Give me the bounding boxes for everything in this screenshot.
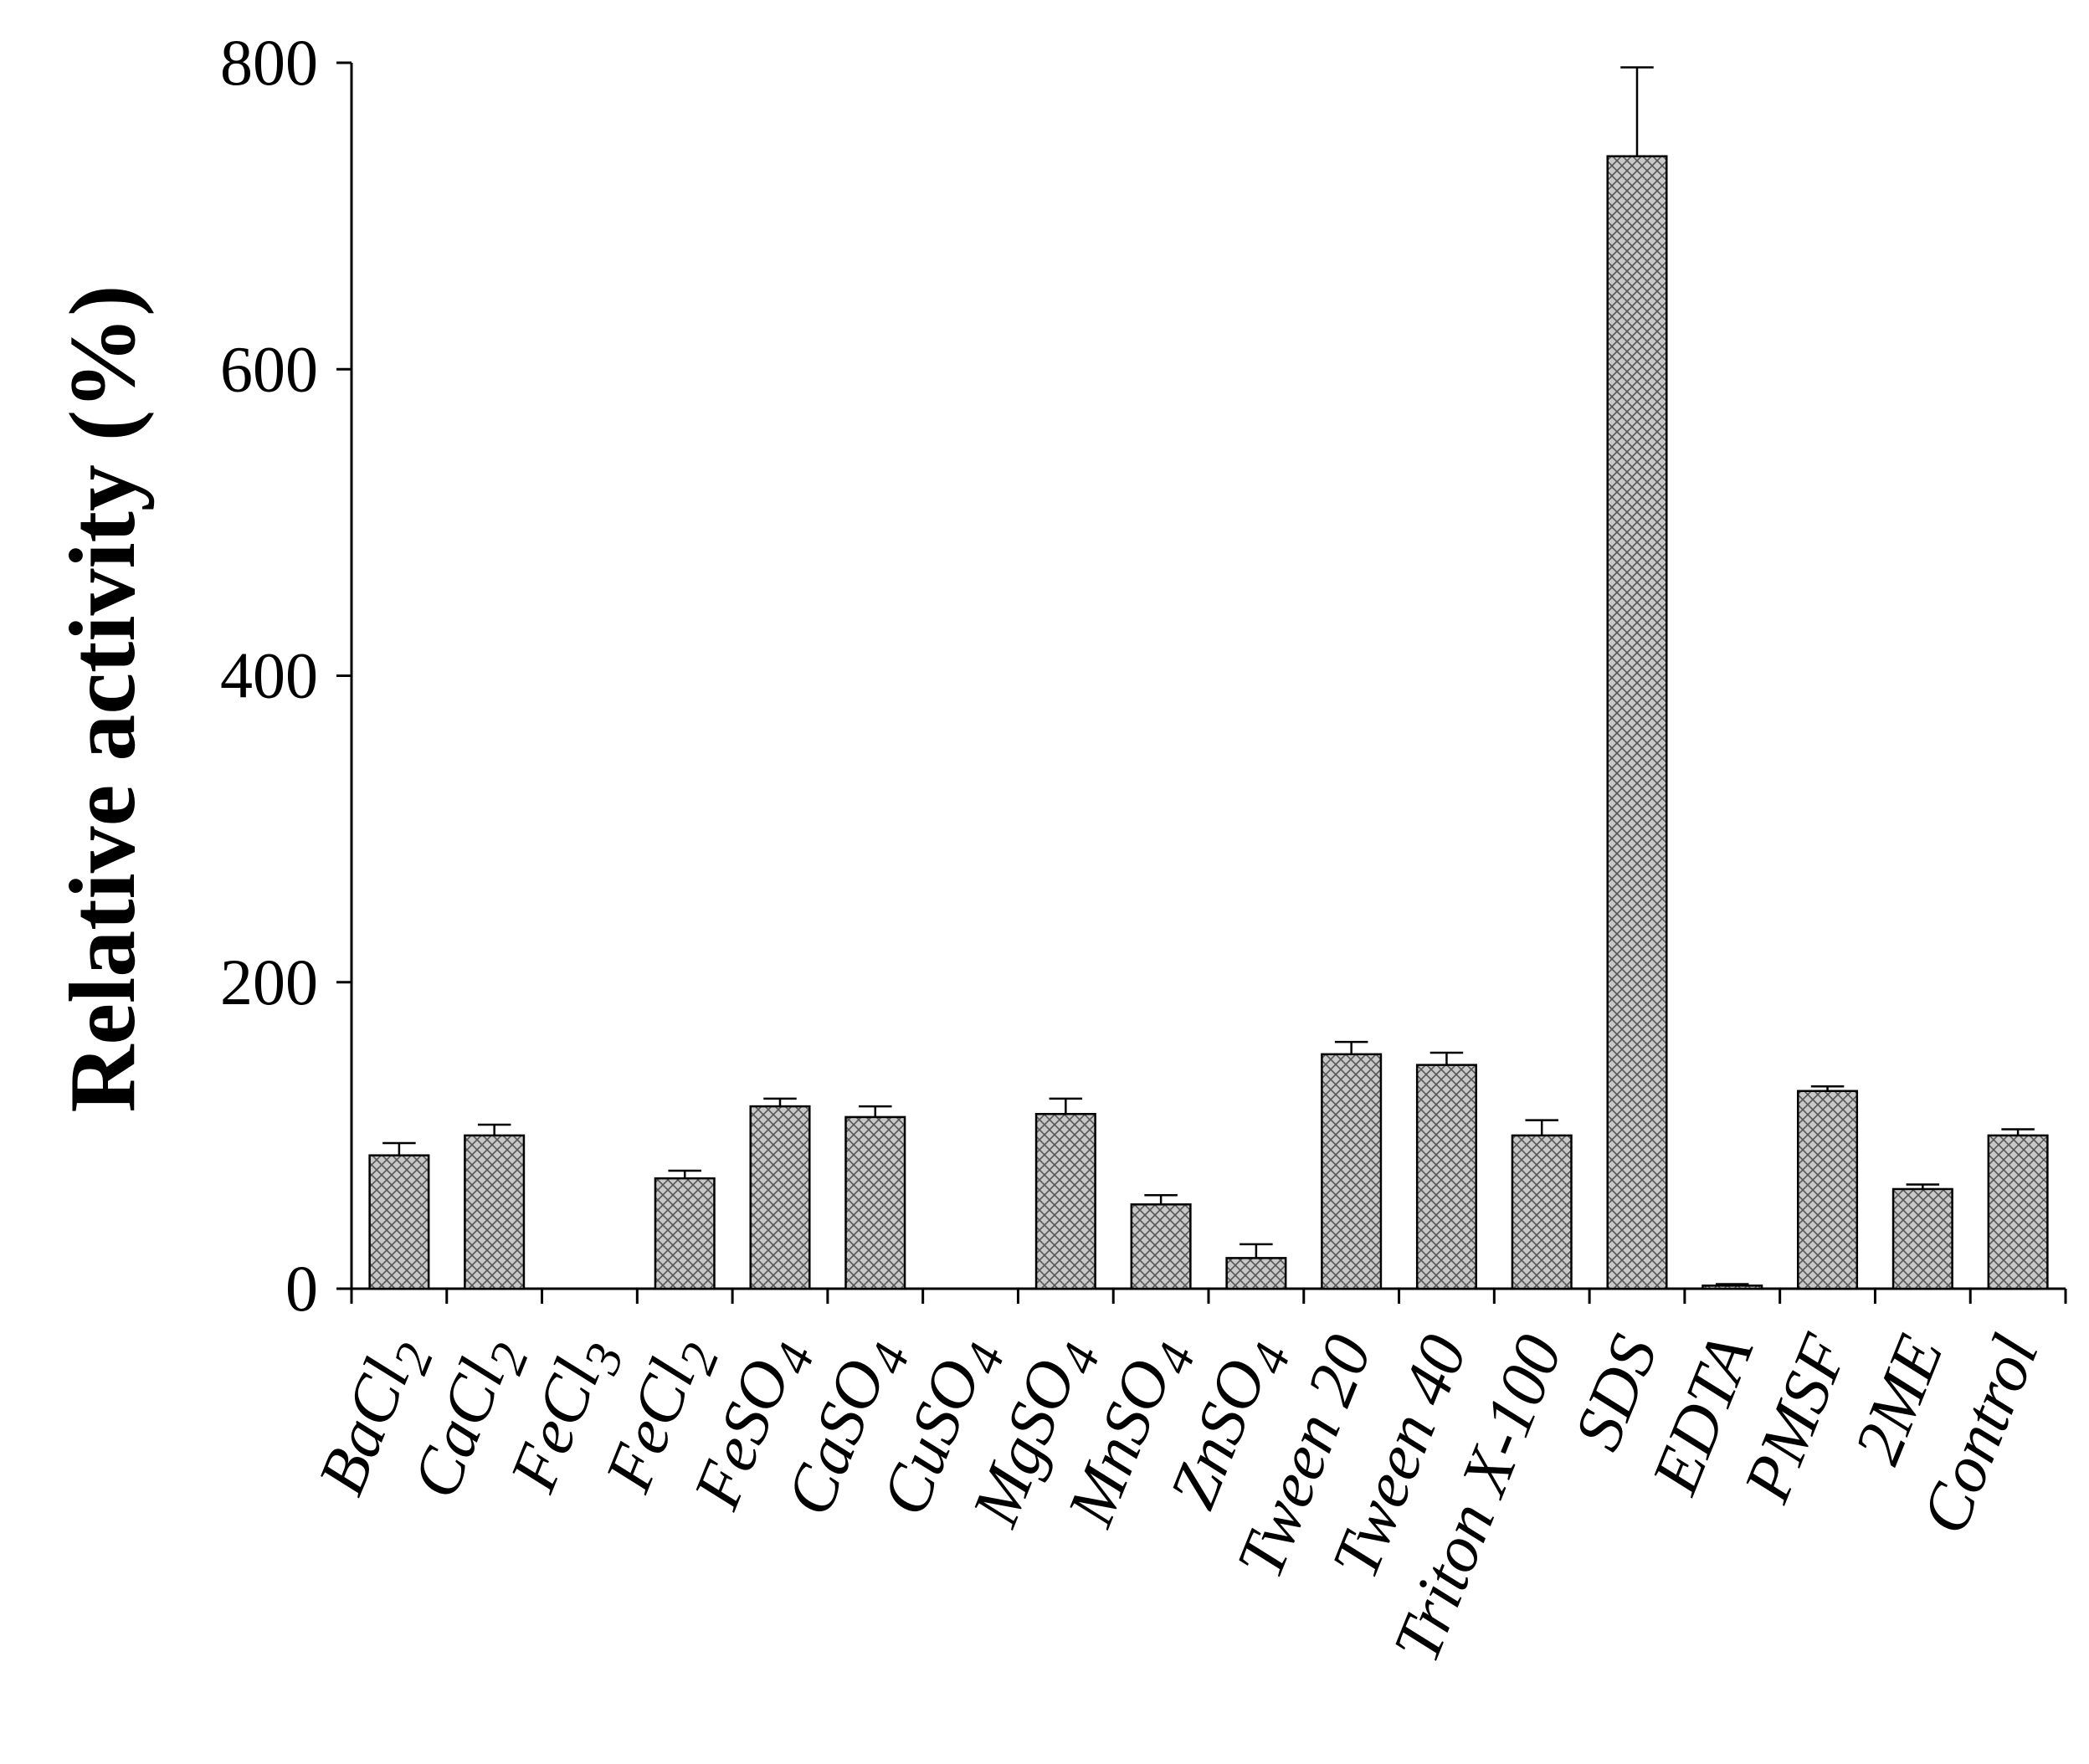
y-tick-label: 0 [285,1252,318,1325]
bar [1891,1187,1953,1290]
bar [1130,1203,1192,1290]
bar [1225,1257,1287,1290]
bar [1987,1134,2049,1290]
bar [1034,1112,1096,1290]
y-tick-label: 400 [220,639,318,712]
y-axis-title: Relative activity (%) [51,285,155,1113]
bar [1511,1134,1573,1290]
y-tick-label: 800 [220,26,318,99]
bar [464,1134,526,1290]
x-axis [350,1287,2067,1304]
bar [1321,1053,1383,1290]
bars [368,155,2049,1290]
bar [844,1115,906,1290]
error-bars [382,66,2035,1286]
bar [1415,1064,1477,1290]
bar [368,1154,430,1290]
bar [749,1105,811,1290]
bar [1797,1090,1859,1290]
bar [654,1177,716,1290]
y-axis: 0 200 400 600 800 [220,26,353,1325]
y-tick-label: 600 [220,332,318,405]
bar [1606,155,1668,1290]
y-tick-label: 200 [220,946,318,1018]
bar [1701,1285,1763,1290]
category-labels: BaCl2CaCl2FeCl3FeCl2FeSO4CaSO4CuSO4MgSO4… [305,1325,2053,1672]
